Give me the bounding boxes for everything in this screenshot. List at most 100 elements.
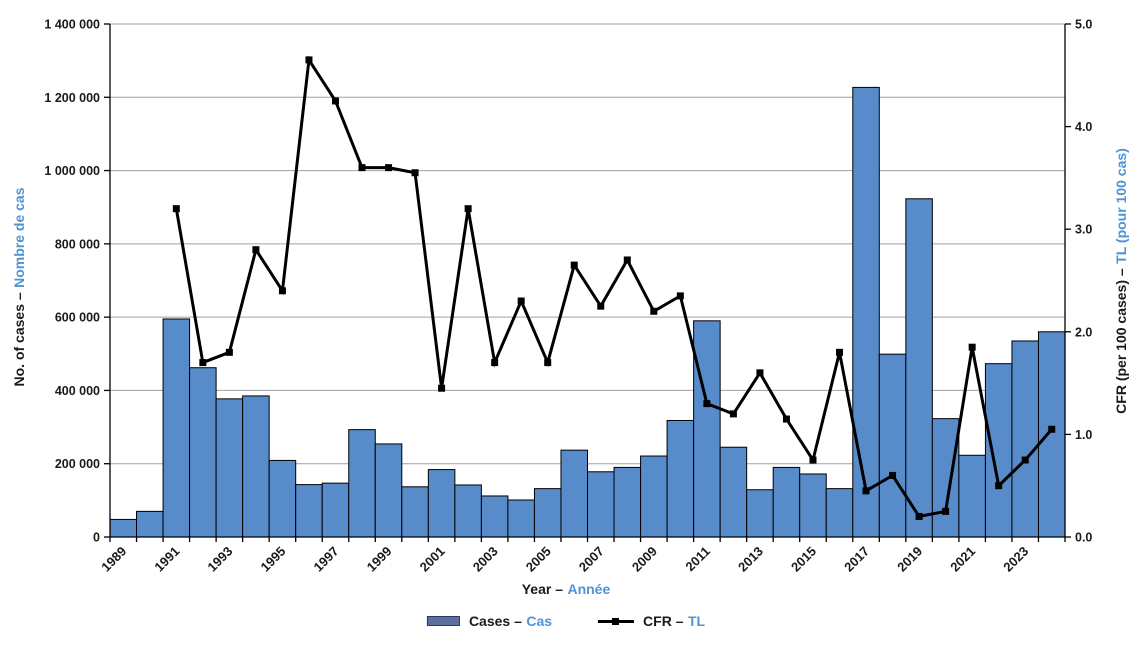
bar-2012 bbox=[719, 446, 748, 538]
cfr-point-1998 bbox=[358, 164, 366, 172]
bar-1997 bbox=[321, 482, 350, 538]
bar-2002 bbox=[454, 484, 482, 538]
bar-2014 bbox=[772, 466, 801, 538]
cfr-point-2020 bbox=[942, 507, 950, 515]
cfr-point-1994 bbox=[252, 246, 260, 254]
cfr-point-2003 bbox=[491, 359, 499, 367]
left-axis-tick-label: 200 000 bbox=[55, 457, 100, 471]
bar-2009 bbox=[640, 455, 668, 538]
cfr-point-2011 bbox=[703, 400, 711, 408]
cfr-point-2004 bbox=[517, 297, 525, 305]
x-axis-tick-label-1997: 1997 bbox=[311, 544, 342, 575]
right-axis-tick-label: 0.0 bbox=[1075, 531, 1092, 545]
cfr-point-1993 bbox=[225, 348, 233, 356]
cfr-line bbox=[174, 55, 1053, 519]
bar-2018 bbox=[878, 353, 907, 538]
cfr-point-2014 bbox=[782, 415, 790, 423]
x-axis-tick-label-2009: 2009 bbox=[629, 544, 660, 575]
cfr-point-2009 bbox=[650, 307, 658, 315]
x-axis-tick-label-1989: 1989 bbox=[98, 544, 129, 575]
cfr-point-2006 bbox=[570, 261, 578, 269]
cfr-point-1995 bbox=[278, 287, 286, 295]
x-axis-title-en: Year – bbox=[521, 581, 563, 597]
left-axis-title-fr: Nombre de cas bbox=[11, 187, 27, 288]
cfr-point-2017 bbox=[862, 487, 870, 495]
x-axis-tick-label-1995: 1995 bbox=[257, 544, 288, 575]
bar-2005 bbox=[533, 488, 562, 538]
bar-2020 bbox=[931, 418, 960, 538]
bar-1999 bbox=[374, 443, 403, 538]
cfr-point-2010 bbox=[676, 292, 684, 300]
bar-2000 bbox=[401, 486, 429, 538]
bar-2019 bbox=[905, 198, 933, 538]
cfr-point-2024 bbox=[1048, 425, 1056, 433]
left-axis-tick-label: 1 000 000 bbox=[44, 164, 100, 178]
cfr-point-2019 bbox=[915, 512, 923, 520]
left-axis-tick-label: 1 200 000 bbox=[44, 91, 100, 105]
bar-1994 bbox=[242, 395, 270, 538]
bar-2001 bbox=[427, 469, 456, 538]
cfr-line-swatch-icon bbox=[598, 617, 635, 626]
cfr-point-2012 bbox=[729, 410, 737, 418]
bar-2015 bbox=[799, 473, 827, 538]
bar-1996 bbox=[295, 484, 323, 538]
x-axis-tick-label-2019: 2019 bbox=[894, 544, 925, 575]
legend-cases-label: Cases – Cas bbox=[469, 613, 552, 629]
x-axis-tick-label-1999: 1999 bbox=[364, 544, 395, 575]
right-axis-tick-label: 3.0 bbox=[1075, 223, 1092, 237]
right-axis-tick-label: 4.0 bbox=[1075, 120, 1092, 134]
bar-1989 bbox=[109, 518, 138, 538]
cfr-point-2018 bbox=[889, 471, 897, 479]
bar-1990 bbox=[136, 510, 164, 538]
right-axis-tick-label: 2.0 bbox=[1075, 325, 1092, 339]
x-axis-tick-label-2023: 2023 bbox=[1000, 544, 1031, 575]
cfr-point-2016 bbox=[836, 348, 844, 356]
cfr-point-2005 bbox=[544, 359, 552, 367]
cfr-point-1999 bbox=[385, 164, 393, 172]
legend-cases-fr: Cas bbox=[526, 613, 553, 629]
right-axis-title-fr: TL (pour 100 cas) bbox=[1113, 148, 1129, 264]
bar-2013 bbox=[746, 489, 774, 538]
bar-1993 bbox=[215, 398, 244, 538]
x-axis-tick-label-2017: 2017 bbox=[841, 544, 872, 575]
cfr-point-1992 bbox=[199, 359, 207, 367]
legend-cfr-en: CFR – bbox=[643, 613, 684, 629]
x-axis-tick-label-2001: 2001 bbox=[417, 544, 448, 575]
x-axis-title-fr: Année bbox=[567, 581, 611, 597]
bar-2006 bbox=[560, 449, 589, 538]
x-axis-tick-label-1993: 1993 bbox=[204, 544, 235, 575]
cfr-point-2008 bbox=[623, 256, 631, 264]
x-axis-tick-label-2003: 2003 bbox=[470, 544, 501, 575]
cfr-point-1991 bbox=[172, 205, 180, 213]
cfr-point-2013 bbox=[756, 369, 764, 377]
cfr-point-2023 bbox=[1021, 456, 1029, 464]
left-axis-title-en: No. of cases – bbox=[11, 292, 27, 387]
right-axis-title-en: CFR (per 100 cases) – bbox=[1113, 268, 1129, 414]
left-axis-tick-label: 600 000 bbox=[55, 311, 100, 325]
x-axis-tick-label-2011: 2011 bbox=[682, 544, 713, 575]
x-axis-tick-label-2013: 2013 bbox=[735, 544, 766, 575]
cfr-point-2007 bbox=[597, 302, 605, 310]
left-axis-tick-label: 1 400 000 bbox=[44, 18, 100, 32]
bar-1991 bbox=[162, 318, 191, 538]
x-axis-tick-label-2021: 2021 bbox=[947, 544, 978, 575]
right-axis-tick-label: 1.0 bbox=[1075, 428, 1092, 442]
bar-1992 bbox=[189, 367, 217, 538]
right-axis-title: CFR (per 100 cases) – TL (pour 100 cas) bbox=[1113, 148, 1129, 414]
left-axis-title: No. of cases – Nombre de cas bbox=[11, 188, 27, 387]
x-axis-title: Year – Année bbox=[522, 581, 611, 597]
cfr-point-2022 bbox=[995, 482, 1003, 490]
bar-2023 bbox=[1011, 340, 1039, 538]
legend-item-cfr: CFR – TL bbox=[598, 613, 705, 629]
left-axis-tick-label: 0 bbox=[93, 531, 100, 545]
right-axis-tick-label: 5.0 bbox=[1075, 18, 1092, 32]
bar-2003 bbox=[480, 495, 509, 538]
x-axis-tick-label-2005: 2005 bbox=[523, 544, 554, 575]
x-axis-tick-label-2015: 2015 bbox=[788, 544, 819, 575]
bar-2024 bbox=[1037, 331, 1066, 538]
legend-cases-en: Cases – bbox=[468, 613, 522, 629]
cfr-point-2001 bbox=[438, 384, 446, 392]
bar-2011 bbox=[693, 320, 721, 538]
